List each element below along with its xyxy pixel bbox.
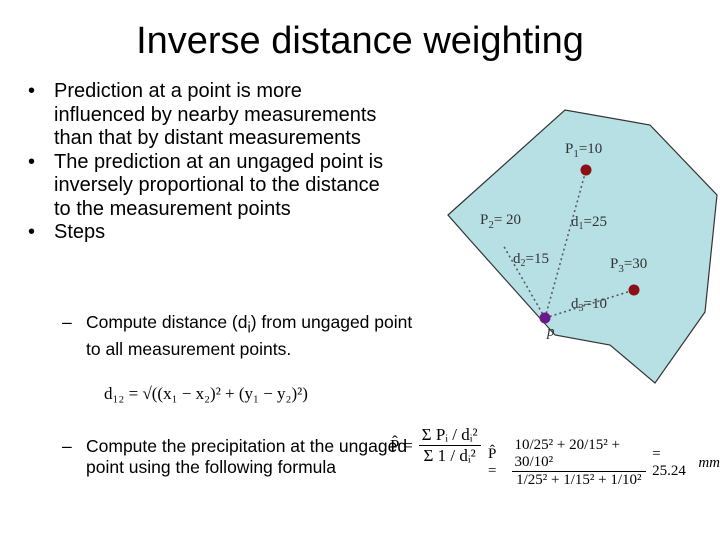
- text: =15: [526, 251, 549, 267]
- label: d1=25: [571, 214, 607, 232]
- text: P: [480, 212, 488, 228]
- text: P: [565, 141, 573, 157]
- text: Σ 1 / dᵢ²: [423, 446, 476, 465]
- text: i: [247, 320, 251, 337]
- sub-bullet: Compute the precipitation at the ungaged…: [62, 436, 416, 477]
- text: 3: [618, 263, 624, 275]
- text: Σ Pᵢ / dᵢ²: [418, 425, 481, 446]
- text: = 25.24: [652, 446, 686, 479]
- text: Compute distance (d: [86, 312, 248, 332]
- text: =10: [579, 141, 602, 157]
- label: d2=15: [513, 251, 549, 269]
- general-formula: P̂ = Σ Pᵢ / dᵢ² Σ 1 / dᵢ²: [390, 425, 481, 466]
- text: P: [610, 256, 618, 272]
- point: [539, 312, 551, 324]
- line: [544, 289, 635, 319]
- text: mm: [698, 454, 720, 471]
- text: 1: [573, 148, 579, 160]
- distance-formula: d₁₂ = √((x₁ − x₂)² + (y₁ − y₂)²): [104, 384, 308, 403]
- text: P̂ =: [488, 446, 497, 479]
- bullet: Steps: [22, 221, 392, 245]
- point: [628, 284, 640, 296]
- label: p: [546, 324, 555, 340]
- line: [502, 244, 546, 319]
- text: = 20: [494, 212, 521, 228]
- label: P3=30: [610, 256, 647, 275]
- bullet-list: Prediction at a point is more influenced…: [22, 80, 392, 245]
- text: d: [571, 296, 579, 312]
- text: 2: [488, 219, 494, 231]
- text: 3: [579, 303, 584, 314]
- label: d3=10: [571, 296, 607, 314]
- text: =10: [584, 296, 607, 312]
- text: 10/25² + 20/15² + 30/10²: [511, 437, 647, 472]
- numeric-formula: P̂ = 10/25² + 20/15² + 30/10² 1/25² + 1/1…: [488, 437, 720, 489]
- text: 1: [579, 221, 584, 232]
- bullet: Prediction at a point is more influenced…: [22, 80, 392, 151]
- slide-title: Inverse distance weighting: [136, 20, 584, 62]
- bullet: The prediction at an ungaged point is in…: [22, 151, 392, 222]
- fraction: Σ Pᵢ / dᵢ² Σ 1 / dᵢ²: [418, 425, 481, 466]
- text: P̂ =: [390, 435, 413, 455]
- line: [544, 169, 587, 319]
- label: P2= 20: [480, 212, 521, 231]
- text: =30: [624, 256, 647, 272]
- sub-bullet: Compute distance (di) from ungaged point…: [62, 312, 416, 360]
- label: P1=10: [565, 141, 602, 160]
- text: 1/25² + 1/15² + 1/10²: [516, 472, 642, 488]
- text: ) from ungaged point to all measurement …: [86, 312, 413, 359]
- text: 2: [521, 258, 526, 269]
- point: [580, 164, 592, 176]
- distance-lines: [502, 169, 635, 319]
- fraction: 10/25² + 20/15² + 30/10² 1/25² + 1/15² + …: [511, 437, 647, 489]
- text: d: [571, 214, 579, 230]
- region: [447, 109, 718, 384]
- text: =25: [584, 214, 607, 230]
- text: d: [513, 251, 521, 267]
